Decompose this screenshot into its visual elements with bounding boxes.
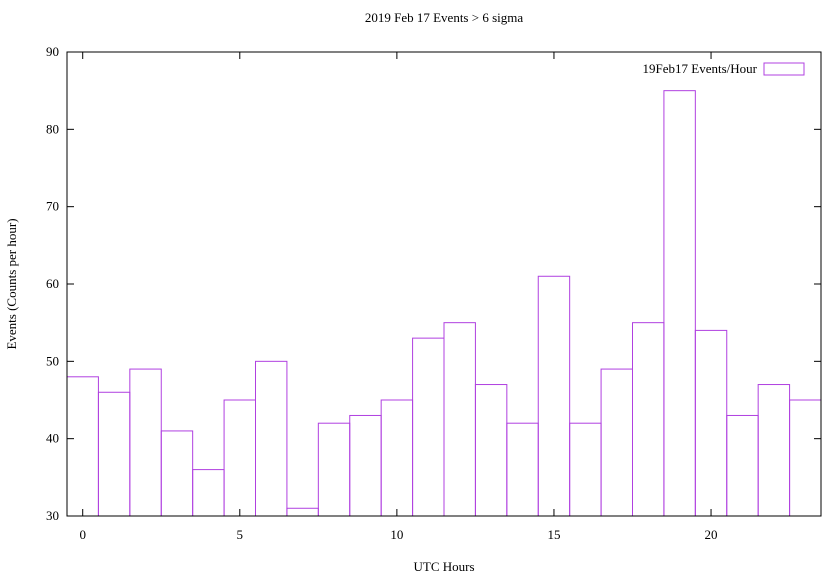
y-tick-label: 70 <box>46 199 59 214</box>
x-tick-label: 0 <box>79 527 86 542</box>
bar-hour-11 <box>412 337 445 517</box>
bar-hour-14 <box>506 422 539 517</box>
bar-hour-16 <box>569 422 602 517</box>
bars-group <box>66 90 822 517</box>
bar-hour-7 <box>286 507 319 517</box>
bar-hour-2 <box>129 368 162 517</box>
bar-hour-20 <box>694 329 728 517</box>
bar-hour-8 <box>317 422 351 517</box>
bar-hour-9 <box>349 414 382 517</box>
x-tick-label: 15 <box>547 527 560 542</box>
bar-hour-15 <box>537 275 571 517</box>
bar-hour-4 <box>192 469 225 517</box>
bar-hour-22 <box>757 384 791 517</box>
y-tick-label: 80 <box>46 121 59 136</box>
y-axis-label: Events (Counts per hour) <box>4 218 19 349</box>
bar-hour-0 <box>66 376 99 517</box>
y-tick-label: 50 <box>46 353 59 368</box>
y-tick-label: 40 <box>46 431 59 446</box>
chart-title: 2019 Feb 17 Events > 6 sigma <box>365 10 523 25</box>
y-tick-label: 90 <box>46 44 59 59</box>
bar-hour-3 <box>160 430 194 517</box>
bar-hour-23 <box>789 399 822 517</box>
plot-frame <box>66 51 822 517</box>
legend-swatch <box>763 62 805 76</box>
x-tick-label: 20 <box>705 527 718 542</box>
ticks-group: 30 40 50 60 70 80 90 0 5 10 15 20 <box>46 44 821 542</box>
y-tick-label: 60 <box>46 276 59 291</box>
legend: 19Feb17 Events/Hour <box>643 61 805 76</box>
bar-hour-13 <box>474 384 508 517</box>
bar-hour-10 <box>380 399 414 517</box>
x-tick-label: 5 <box>237 527 244 542</box>
legend-label: 19Feb17 Events/Hour <box>643 61 758 76</box>
bar-hour-19 <box>663 90 696 517</box>
bar-hour-18 <box>632 322 665 517</box>
bar-hour-12 <box>443 322 476 517</box>
bar-hour-5 <box>223 399 256 517</box>
bar-hour-21 <box>726 414 759 517</box>
bar-hour-6 <box>255 360 288 517</box>
x-axis-label: UTC Hours <box>413 559 474 574</box>
x-tick-label: 10 <box>390 527 403 542</box>
bar-hour-1 <box>97 391 131 517</box>
bar-hour-17 <box>600 368 633 517</box>
y-tick-label: 30 <box>46 508 59 523</box>
